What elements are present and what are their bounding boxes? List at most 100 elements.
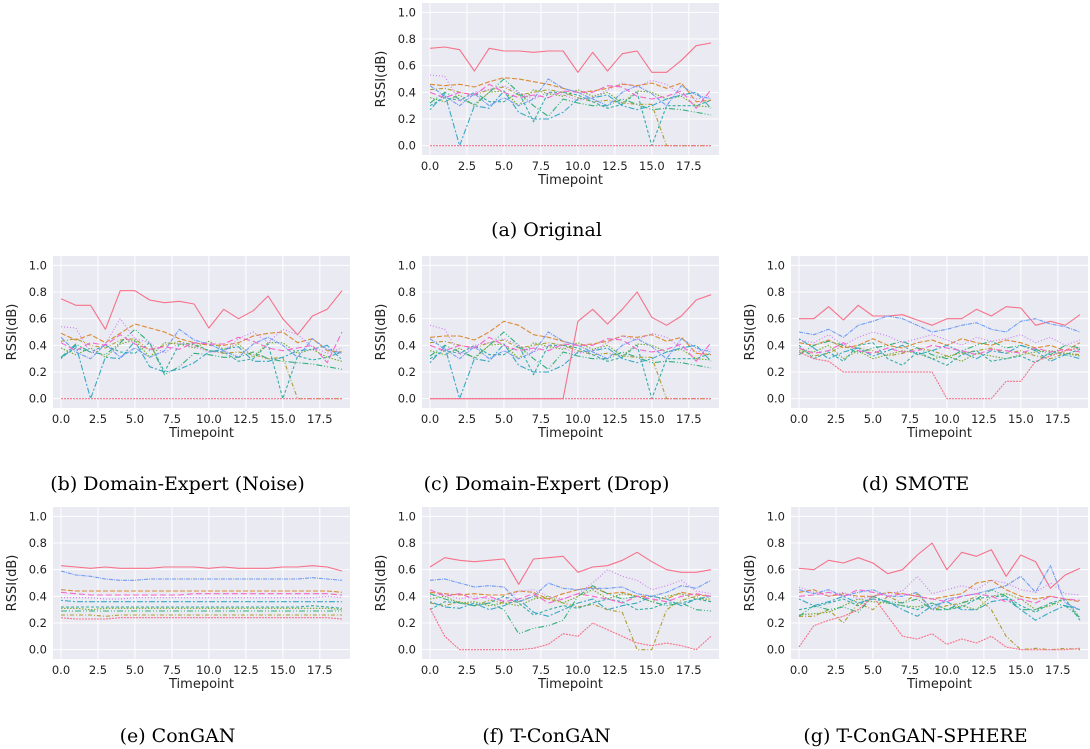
y-axis-label: RSSI(dB) bbox=[5, 555, 20, 612]
x-tick-label: 2.5 bbox=[458, 412, 476, 426]
y-tick-label: 0.6 bbox=[398, 312, 416, 326]
x-tick-label: 7.5 bbox=[163, 663, 181, 677]
series-line-6 bbox=[798, 595, 1081, 621]
x-tick-label: 10.0 bbox=[934, 663, 960, 677]
panel-caption: (g) T-ConGAN-SPHERE bbox=[803, 725, 1027, 747]
x-tick-label: 12.5 bbox=[602, 663, 628, 677]
series-line-7 bbox=[60, 599, 342, 603]
x-tick-label: 17.5 bbox=[307, 412, 333, 426]
y-tick-label: 0.8 bbox=[29, 285, 47, 299]
x-tick-label: 17.5 bbox=[676, 159, 702, 173]
y-tick-label: 0.2 bbox=[398, 616, 416, 630]
y-tick-label: 0.4 bbox=[29, 338, 47, 352]
series-line-4 bbox=[429, 89, 712, 108]
series-line-6 bbox=[798, 342, 1081, 366]
series-line-5 bbox=[60, 328, 343, 376]
x-tick-label: 7.5 bbox=[163, 412, 181, 426]
chart-panel-7: 0.0 0.2 0.4 0.6 0.8 1.0 0.0 2.5 5.0 7.5 10.0 12.5 15… bbox=[743, 507, 1088, 747]
series-line-9 bbox=[61, 595, 343, 600]
series-line-8 bbox=[60, 328, 343, 360]
x-tick-label: 5.0 bbox=[495, 412, 513, 426]
y-tick-label: 1.0 bbox=[29, 509, 47, 523]
chart-panel-4: 0.0 0.2 0.4 0.6 0.8 1.0 0.0 2.5 5.0 7.5 10.0 12.5 15… bbox=[743, 256, 1088, 495]
y-tick-label: 0.4 bbox=[398, 338, 416, 352]
x-axis-label: Timepoint bbox=[537, 173, 603, 188]
y-tick-label: 0.6 bbox=[398, 563, 416, 577]
series-line-5 bbox=[798, 589, 1081, 619]
x-axis-label: Timepoint bbox=[537, 426, 603, 441]
x-tick-label: 0.0 bbox=[790, 663, 808, 677]
series-line-3 bbox=[429, 595, 712, 651]
plot-area bbox=[422, 3, 719, 155]
y-tick-label: 0.6 bbox=[29, 563, 47, 577]
y-tick-label: 0.2 bbox=[398, 365, 416, 379]
x-tick-label: 15.0 bbox=[1008, 412, 1034, 426]
x-tick-label: 2.5 bbox=[827, 663, 845, 677]
series-line-11 bbox=[429, 608, 712, 651]
series-line-1 bbox=[60, 290, 343, 336]
panel-caption: (d) SMOTE bbox=[862, 473, 970, 495]
x-tick-label: 0.0 bbox=[421, 159, 439, 173]
panel-caption: (b) Domain-Expert (Noise) bbox=[50, 473, 305, 495]
x-tick-label: 15.0 bbox=[270, 663, 296, 677]
plot-area bbox=[422, 256, 719, 408]
y-tick-label: 0.6 bbox=[398, 59, 416, 73]
series-line-10 bbox=[798, 589, 1081, 604]
x-axis-label: Timepoint bbox=[906, 677, 972, 692]
y-tick-label: 0.8 bbox=[398, 32, 416, 46]
plot-area bbox=[422, 507, 719, 659]
y-tick-label: 0.8 bbox=[29, 536, 47, 550]
plot-area bbox=[791, 507, 1088, 659]
series-line-1 bbox=[799, 304, 1081, 326]
x-tick-label: 10.0 bbox=[196, 412, 222, 426]
y-tick-label: 0.0 bbox=[29, 643, 47, 657]
y-axis-label: RSSI(dB) bbox=[374, 51, 389, 108]
y-tick-label: 0.8 bbox=[767, 285, 785, 299]
series-line-4 bbox=[798, 344, 1081, 362]
y-tick-label: 1.0 bbox=[398, 509, 416, 523]
y-tick-label: 0.8 bbox=[398, 536, 416, 550]
x-tick-label: 5.0 bbox=[126, 412, 144, 426]
x-tick-label: 15.0 bbox=[639, 663, 665, 677]
y-tick-label: 0.0 bbox=[398, 139, 416, 153]
x-tick-label: 0.0 bbox=[52, 412, 70, 426]
series-line-3 bbox=[60, 338, 342, 400]
x-tick-label: 7.5 bbox=[532, 663, 550, 677]
chart-panel-1: 0.0 0.2 0.4 0.6 0.8 1.0 0.0 2.5 5.0 7.5 10.0 12.5 15… bbox=[374, 3, 719, 241]
y-axis-label: RSSI(dB) bbox=[374, 555, 389, 612]
x-tick-label: 15.0 bbox=[1008, 663, 1034, 677]
panel-caption: (a) Original bbox=[491, 219, 602, 241]
series-line-5 bbox=[798, 340, 1081, 360]
x-tick-label: 15.0 bbox=[639, 412, 665, 426]
y-tick-label: 0.2 bbox=[29, 616, 47, 630]
x-tick-label: 10.0 bbox=[196, 663, 222, 677]
series-line-7 bbox=[60, 340, 343, 400]
x-tick-label: 5.0 bbox=[495, 159, 513, 173]
x-tick-label: 10.0 bbox=[565, 663, 591, 677]
series-line-10 bbox=[60, 591, 343, 596]
y-tick-label: 0.2 bbox=[767, 365, 785, 379]
y-tick-label: 0.6 bbox=[767, 563, 785, 577]
chart-panel-5: 0.0 0.2 0.4 0.6 0.8 1.0 0.0 2.5 5.0 7.5 10.0 12.5 15… bbox=[5, 507, 350, 747]
series-line-3 bbox=[799, 593, 1081, 651]
x-tick-label: 5.0 bbox=[495, 663, 513, 677]
panel-caption: (f) T-ConGAN bbox=[482, 725, 610, 747]
y-tick-label: 0.6 bbox=[29, 312, 47, 326]
series-line-3 bbox=[61, 614, 342, 617]
series-line-9 bbox=[798, 331, 1081, 346]
series-line-3 bbox=[798, 344, 1081, 360]
series-line-2 bbox=[60, 323, 343, 353]
series-line-4 bbox=[61, 607, 343, 611]
y-tick-label: 0.6 bbox=[767, 312, 785, 326]
x-tick-label: 2.5 bbox=[89, 663, 107, 677]
x-tick-label: 0.0 bbox=[790, 412, 808, 426]
x-tick-label: 12.5 bbox=[602, 412, 628, 426]
series-line-4 bbox=[429, 342, 712, 361]
y-tick-label: 0.0 bbox=[767, 392, 785, 406]
y-tick-label: 0.4 bbox=[398, 589, 416, 603]
y-tick-label: 0.0 bbox=[29, 392, 47, 406]
x-tick-label: 17.5 bbox=[307, 663, 333, 677]
x-tick-label: 0.0 bbox=[421, 663, 439, 677]
x-tick-label: 12.5 bbox=[971, 412, 997, 426]
